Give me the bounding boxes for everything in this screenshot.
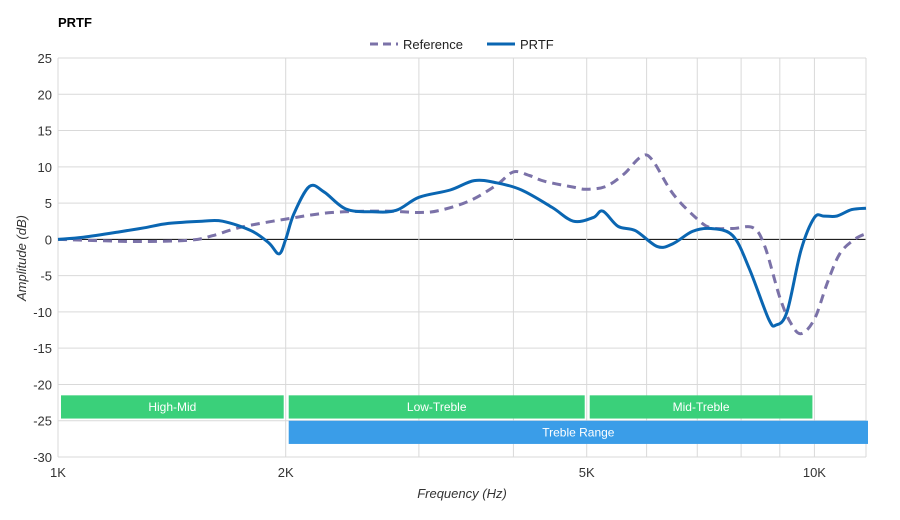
y-tick-label: -20 [33, 377, 52, 392]
y-tick-label: 0 [45, 232, 52, 247]
y-tick-label: -10 [33, 305, 52, 320]
y-tick-label: 20 [38, 87, 52, 102]
legend-label: Reference [403, 37, 463, 52]
range-band [61, 395, 284, 419]
y-tick-label: -30 [33, 450, 52, 465]
series-line-reference [57, 153, 867, 336]
y-tick-label: 15 [38, 124, 52, 139]
range-band [589, 395, 813, 419]
x-axis-title: Frequency (Hz) [417, 486, 507, 501]
y-tick-label: -25 [33, 414, 52, 429]
chart-title: PRTF [58, 15, 92, 30]
range-band [288, 420, 868, 444]
x-tick-label: 1K [50, 465, 66, 480]
y-tick-label: -15 [33, 341, 52, 356]
y-tick-label: -5 [40, 269, 52, 284]
range-band-label: Treble Range [542, 425, 615, 439]
range-band [288, 395, 585, 419]
legend: Reference PRTF [370, 37, 554, 52]
y-axis-title: Amplitude (dB) [14, 215, 29, 302]
y-tick-label: 10 [38, 160, 52, 175]
series-lines [57, 153, 867, 336]
x-tick-label: 2K [278, 465, 294, 480]
range-band-label: Mid-Treble [673, 400, 730, 414]
range-band-label: High-Mid [148, 400, 196, 414]
grid [57, 57, 867, 458]
range-band-label: Low-Treble [407, 400, 467, 414]
y-tick-label: 5 [45, 196, 52, 211]
range-bands: High-Mid Low-Treble Mid-Treble Treble Range [61, 395, 868, 444]
x-tick-label: 5K [579, 465, 595, 480]
y-tick-label: 25 [38, 51, 52, 66]
series-line-prtf [57, 178, 867, 328]
legend-label: PRTF [520, 37, 554, 52]
x-tick-label: 10K [803, 465, 826, 480]
